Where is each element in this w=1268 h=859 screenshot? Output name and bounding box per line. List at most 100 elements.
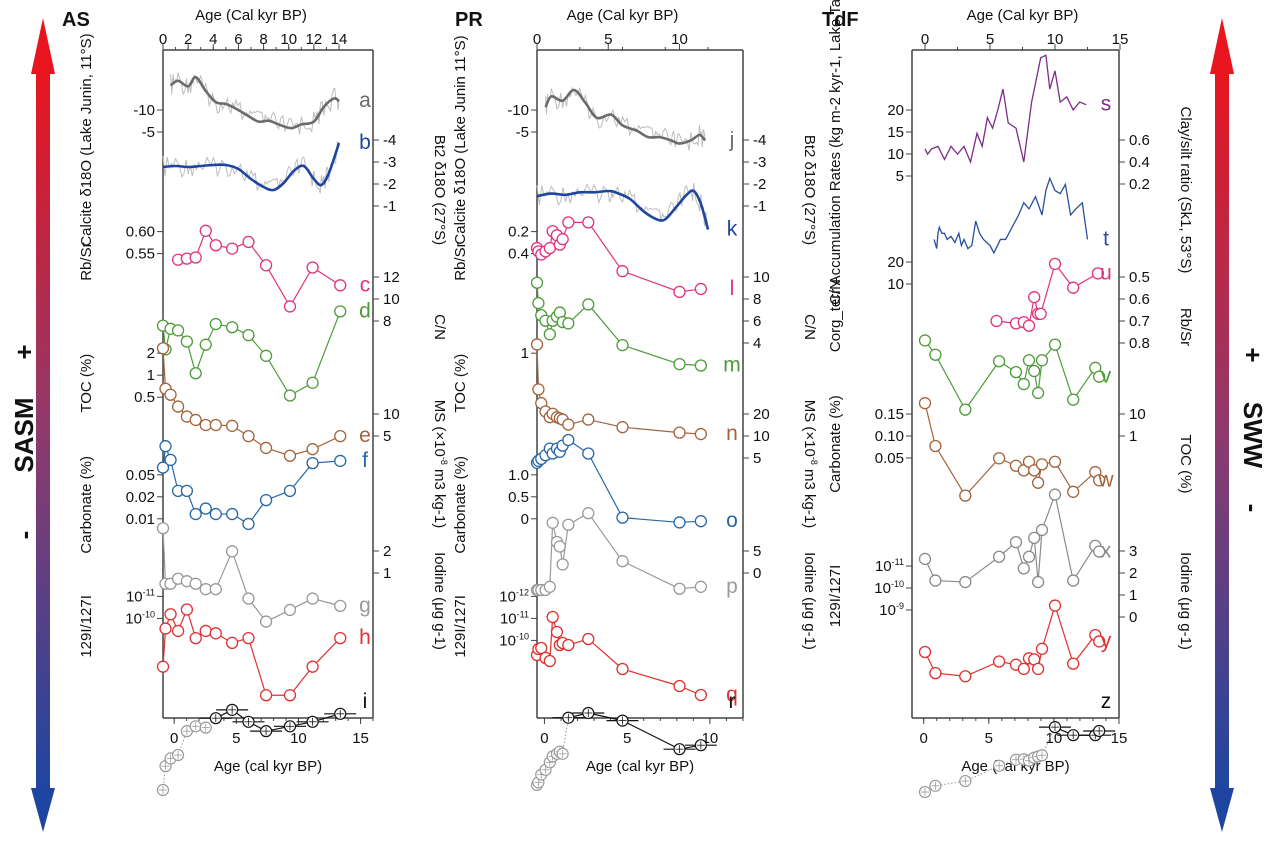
data-point [199,338,212,351]
raw-trace-line [170,71,340,135]
left-axis-tick-label: 1.0 [508,467,529,484]
right-axis-tick-label: 10 [753,269,770,286]
left-axis-tick-label: 1 [521,345,529,362]
sww-arrow-up-icon [1210,18,1234,74]
series-t [933,176,1089,255]
data-point [242,631,255,645]
right-axis-tick-label: 4 [753,335,761,352]
data-point [283,689,297,702]
right-axis-tick-label: 0.8 [1129,335,1150,352]
data-point [1017,662,1030,676]
data-point [918,552,932,566]
data-point [189,507,202,521]
data-point [156,461,170,474]
data-point [616,265,629,278]
data-point [180,335,194,348]
left-axis-label: Rb/Sr [78,242,95,280]
top-x-tick-label: 6 [234,31,242,48]
left-axis-tick-label: 10-10 [499,631,529,649]
data-point [1031,386,1045,400]
left-axis-tick-label: 0.10 [875,428,904,445]
sasm-arrow-down-icon [31,788,55,832]
right-axis-tick-label: 0.7 [1129,313,1150,330]
series-g [156,522,347,628]
series-letter-y: y [1101,629,1112,652]
data-point [164,608,177,621]
data-point [209,418,222,432]
right-axis-tick-label: 0.5 [1129,269,1150,286]
right-axis-tick-label: -2 [753,176,766,193]
left-axis-label: Corg_terr Accumulation Rates (kg m-2 kyr… [827,0,844,352]
data-point [209,317,222,331]
data-point [1022,550,1036,563]
right-axis-tick-label: 6 [753,313,761,330]
left-axis-label: 129I/127I [452,595,469,658]
left-axis-tick-label: 0.5 [134,389,155,406]
data-point [1067,393,1080,406]
data-point [259,259,273,272]
series-m [530,276,708,372]
series-letter-m: m [723,354,741,377]
data-point [334,305,347,318]
right-axis-tick-label: 0.6 [1129,132,1150,149]
left-axis-tick-label: -10 [507,102,529,119]
data-point [209,627,222,640]
data-point [306,660,319,673]
data-point [283,603,297,617]
right-axis-tick-label: -1 [383,198,396,215]
data-point [992,550,1006,563]
series-letter-a: a [359,89,371,112]
series-x [918,488,1106,589]
data-line [933,176,1089,255]
panel-title: TdF [822,9,859,31]
data-point [225,636,239,650]
data-point [929,666,942,680]
left-axis-tick-label: 5 [896,168,904,185]
data-point [562,418,575,431]
data-point [616,555,629,568]
data-point [530,338,544,351]
data-point [582,507,595,520]
bottom-x-tick-label: 5 [232,730,240,747]
series-letter-x: x [1101,540,1112,563]
left-axis-tick-label: 0.55 [126,246,155,263]
data-point [225,545,239,558]
left-axis-tick-label: 0.4 [508,246,529,263]
data-point [1048,599,1062,612]
data-point [199,502,212,515]
top-x-tick-label: 0 [159,31,167,48]
data-point [199,583,212,596]
right-axis-tick-label: -3 [383,154,396,171]
data-point [1035,354,1049,367]
data-line [924,403,1100,497]
right-axis-tick-label: 0.2 [1129,176,1150,193]
series-a [169,71,340,135]
data-point [225,242,239,255]
right-axis-tick-label: 20 [753,406,770,423]
data-point [180,484,194,498]
data-point [1093,545,1106,558]
left-axis-label: C/N [827,279,844,305]
right-axis-label: Iodine (μg g-1) [801,552,818,650]
data-point [156,660,170,673]
right-axis-label: Clay/silt ratio (Sk1, 53°S) [1177,107,1194,274]
data-point [543,328,556,341]
data-point [562,216,575,229]
right-axis-tick-label: 5 [753,543,761,560]
left-axis-tick-label: 10-10 [125,609,155,627]
data-point [225,419,239,432]
series-letter-c: c [360,273,371,296]
data-point [159,622,172,635]
data-point [582,447,595,460]
left-axis-tick-label: -10 [133,102,155,119]
data-point [1035,642,1049,655]
data-point [259,493,273,507]
right-axis-tick-label: -4 [753,132,766,149]
series-letter-q: q [726,683,738,706]
series-j [544,86,707,151]
sww-plus: + [1238,347,1268,362]
left-axis-label: Calcite δ18O (Lake Junin, 11°S) [78,33,95,246]
data-point [694,688,708,702]
data-point [334,454,347,468]
